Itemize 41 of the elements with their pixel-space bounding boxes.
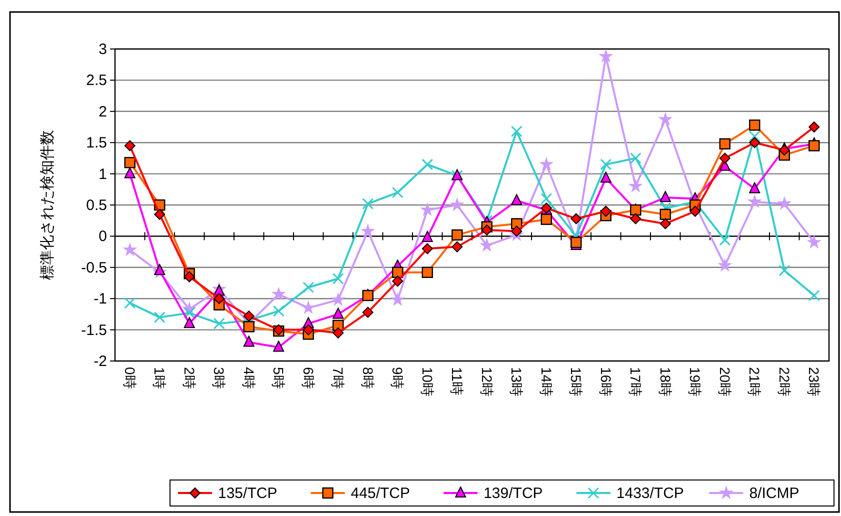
- y-tick-label: 1.5: [86, 134, 107, 152]
- y-tick-label: -0.5: [81, 259, 107, 276]
- legend-label: 8/ICMP: [749, 485, 800, 502]
- x-tick-label: 2時: [181, 367, 198, 389]
- y-tick-label: -2: [94, 353, 107, 370]
- legend-label: 135/TCP: [218, 485, 278, 502]
- x-tick-label: 21時: [746, 367, 763, 397]
- x-tick-label: 9時: [390, 367, 406, 389]
- x-tick-label: 23時: [806, 367, 822, 397]
- x-tick-label: 1時: [152, 367, 168, 389]
- x-tick-label: 3時: [211, 367, 228, 389]
- legend-label: 1433/TCP: [616, 485, 684, 502]
- x-tick-label: 8時: [360, 367, 376, 389]
- x-tick-label: 11時: [449, 367, 466, 396]
- x-tick-label: 14時: [538, 367, 554, 397]
- y-tick-label: -1.5: [81, 322, 107, 339]
- y-tick-label: 0.5: [86, 197, 107, 214]
- x-tick-label: 0時: [122, 367, 138, 389]
- y-tick-label: 3: [98, 41, 107, 58]
- x-tick-label: 5時: [270, 367, 287, 389]
- x-tick-label: 22時: [776, 367, 792, 397]
- x-tick-label: 4時: [240, 367, 257, 389]
- y-tick-label: 2.5: [86, 72, 107, 90]
- x-tick-label: 17時: [628, 367, 644, 397]
- y-tick-label: -1: [94, 290, 107, 308]
- x-tick-label: 13時: [508, 367, 525, 397]
- x-tick-label: 12時: [478, 367, 495, 397]
- x-tick-label: 6時: [300, 367, 316, 389]
- x-tick-label: 18時: [657, 367, 674, 397]
- legend-label: 139/TCP: [484, 485, 543, 502]
- x-tick-label: 7時: [330, 367, 346, 389]
- legend-label: 445/TCP: [350, 485, 410, 502]
- x-tick-label: 16時: [598, 367, 614, 397]
- y-axis-title: 標準化された検知件数: [39, 130, 56, 280]
- x-tick-label: 19時: [687, 367, 704, 397]
- x-tick-label: 15時: [568, 367, 584, 397]
- x-tick-label: 20時: [716, 367, 733, 397]
- y-tick-label: 1: [98, 166, 107, 183]
- x-tick-label: 10時: [419, 367, 436, 397]
- y-tick-label: 0: [98, 228, 107, 246]
- y-tick-label: 2: [98, 103, 107, 120]
